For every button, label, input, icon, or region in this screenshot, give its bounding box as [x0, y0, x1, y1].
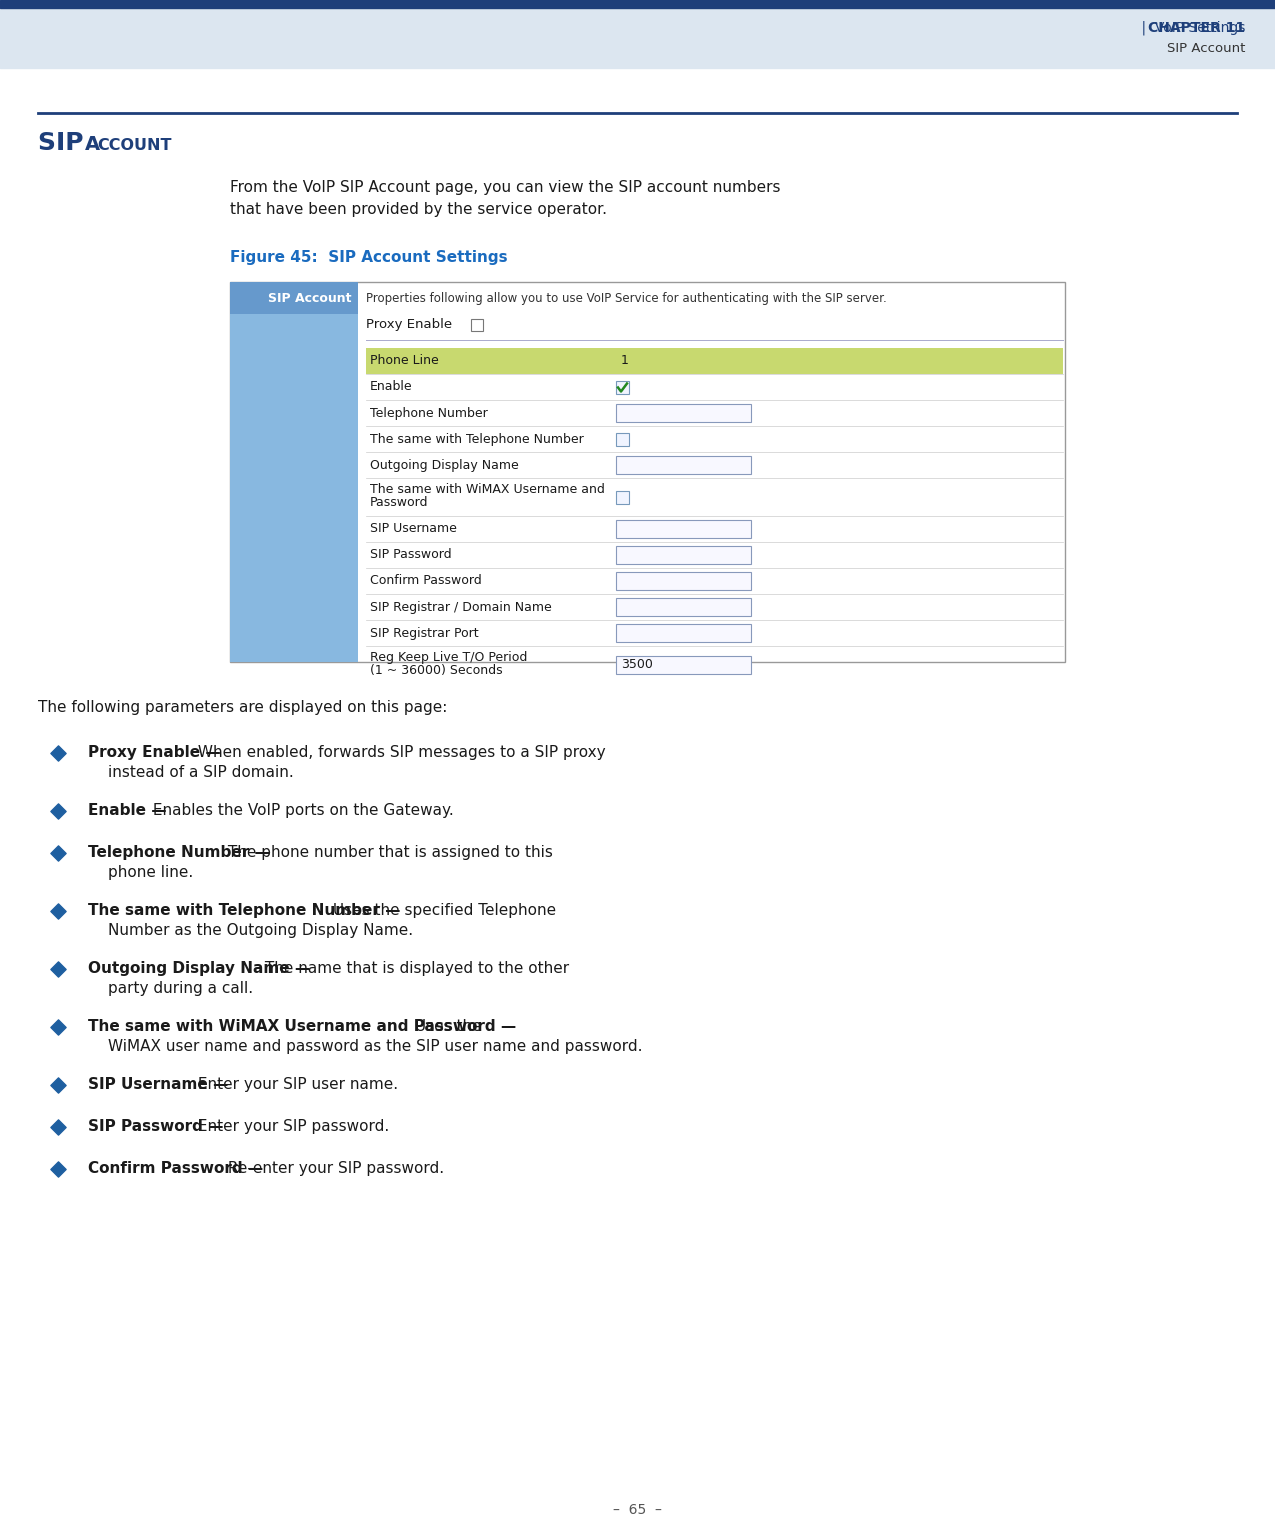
Text: The name that is displayed to the other: The name that is displayed to the other: [260, 961, 570, 976]
Bar: [616, 519, 751, 538]
Point: [47, 1014, 68, 1039]
Text: From the VoIP SIP Account page, you can view the SIP account numbers
that have b: From the VoIP SIP Account page, you can …: [230, 179, 780, 218]
Text: SIP Password —: SIP Password —: [88, 1118, 223, 1134]
Text: SIP Account: SIP Account: [269, 291, 352, 305]
Bar: [616, 656, 751, 674]
Bar: [230, 282, 358, 314]
Point: [47, 958, 68, 982]
Text: The same with WiMAX Username and Password —: The same with WiMAX Username and Passwor…: [88, 1019, 516, 1034]
Text: Proxy Enable: Proxy Enable: [366, 319, 453, 331]
Bar: [616, 597, 751, 616]
Bar: [230, 282, 358, 662]
Text: Uses the specified Telephone: Uses the specified Telephone: [328, 902, 556, 918]
Text: Number as the Outgoing Display Name.: Number as the Outgoing Display Name.: [108, 922, 413, 938]
Text: The same with Telephone Number —: The same with Telephone Number —: [88, 902, 400, 918]
Text: Phone Line: Phone Line: [370, 354, 439, 368]
Text: phone line.: phone line.: [108, 866, 194, 879]
Bar: [616, 457, 751, 473]
Text: SIP Registrar / Domain Name: SIP Registrar / Domain Name: [370, 601, 552, 613]
Bar: [230, 282, 1065, 662]
Text: CHAPTER 11: CHAPTER 11: [1148, 21, 1244, 35]
Point: [47, 798, 68, 823]
Text: SIP Username —: SIP Username —: [88, 1077, 228, 1092]
Point: [47, 1072, 68, 1097]
Text: SIP Password: SIP Password: [370, 548, 451, 562]
Text: Telephone Number: Telephone Number: [370, 406, 488, 420]
Point: [47, 1115, 68, 1140]
Text: Enter your SIP user name.: Enter your SIP user name.: [193, 1077, 398, 1092]
Text: |  VoIP Settings: | VoIP Settings: [1089, 21, 1244, 35]
Text: Outgoing Display Name —: Outgoing Display Name —: [88, 961, 310, 976]
Point: [47, 1157, 68, 1181]
Text: Figure 45:  SIP Account Settings: Figure 45: SIP Account Settings: [230, 250, 507, 265]
Point: [47, 841, 68, 866]
Bar: [0, 0, 1275, 8]
Text: Telephone Number —: Telephone Number —: [88, 846, 270, 859]
Text: The same with WiMAX Username and: The same with WiMAX Username and: [370, 483, 604, 496]
Text: Re-enter your SIP password.: Re-enter your SIP password.: [223, 1161, 444, 1177]
Bar: [616, 380, 629, 394]
Text: WiMAX user name and password as the SIP user name and password.: WiMAX user name and password as the SIP …: [108, 1039, 643, 1054]
Bar: [616, 545, 751, 564]
Text: (1 ~ 36000) Seconds: (1 ~ 36000) Seconds: [370, 663, 502, 677]
Bar: [616, 490, 629, 504]
Text: SIP Registrar Port: SIP Registrar Port: [370, 627, 478, 639]
Text: Reg Keep Live T/O Period: Reg Keep Live T/O Period: [370, 651, 528, 663]
Text: 1: 1: [621, 354, 629, 368]
Text: Enter your SIP password.: Enter your SIP password.: [193, 1118, 389, 1134]
Bar: [616, 404, 751, 421]
Text: The following parameters are displayed on this page:: The following parameters are displayed o…: [38, 700, 448, 715]
Text: Outgoing Display Name: Outgoing Display Name: [370, 458, 519, 472]
Point: [47, 899, 68, 924]
Bar: [470, 319, 483, 331]
Bar: [0, 8, 1275, 67]
Text: Enables the VoIP ports on the Gateway.: Enables the VoIP ports on the Gateway.: [148, 803, 454, 818]
Bar: [616, 624, 751, 642]
Bar: [616, 432, 629, 446]
Bar: [366, 348, 1063, 374]
Text: Uses the: Uses the: [411, 1019, 482, 1034]
Text: CCOUNT: CCOUNT: [97, 138, 172, 153]
Text: Proxy Enable —: Proxy Enable —: [88, 745, 221, 760]
Text: Enable —: Enable —: [88, 803, 167, 818]
Text: 3500: 3500: [621, 659, 653, 671]
Text: Confirm Password: Confirm Password: [370, 574, 482, 587]
Text: A: A: [85, 135, 101, 155]
Text: The same with Telephone Number: The same with Telephone Number: [370, 432, 584, 446]
Text: SIP: SIP: [38, 132, 92, 155]
Text: SIP Account: SIP Account: [1167, 41, 1244, 55]
Bar: [616, 571, 751, 590]
Point: [47, 741, 68, 766]
Text: party during a call.: party during a call.: [108, 980, 254, 996]
Text: When enabled, forwards SIP messages to a SIP proxy: When enabled, forwards SIP messages to a…: [193, 745, 606, 760]
Text: instead of a SIP domain.: instead of a SIP domain.: [108, 764, 293, 780]
Text: Properties following allow you to use VoIP Service for authenticating with the S: Properties following allow you to use Vo…: [366, 293, 886, 305]
Text: Password: Password: [370, 496, 428, 509]
Text: Confirm Password —: Confirm Password —: [88, 1161, 263, 1177]
Text: –  65  –: – 65 –: [612, 1503, 662, 1517]
Text: Enable: Enable: [370, 380, 413, 394]
Text: The phone number that is assigned to this: The phone number that is assigned to thi…: [223, 846, 553, 859]
Text: SIP Username: SIP Username: [370, 522, 456, 536]
